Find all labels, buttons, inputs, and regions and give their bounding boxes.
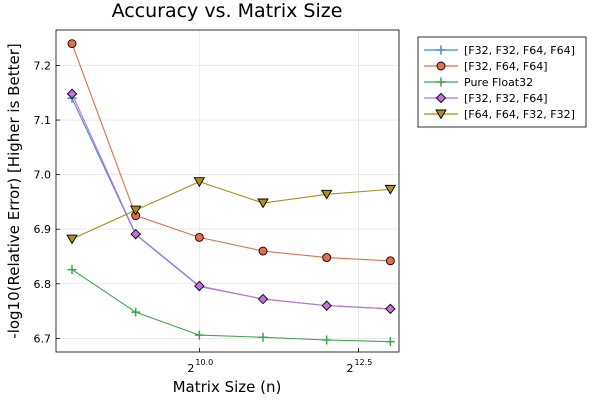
y-axis-label: -log10(Relative Error) [Higher is Better… <box>5 43 23 338</box>
series-line <box>71 181 391 240</box>
data-point <box>385 256 395 266</box>
y-tick-label: 7.1 <box>34 114 52 127</box>
y-tick-label: 7.2 <box>34 59 52 72</box>
legend-entry-label: Pure Float32 <box>464 76 533 89</box>
data-point <box>322 335 332 345</box>
data-point <box>194 330 204 340</box>
data-point <box>257 293 269 305</box>
data-point <box>129 205 142 216</box>
legend: [F32, F32, F64, F64] [F32, F64, F64] Pure … <box>417 36 587 128</box>
y-tick-label: 6.8 <box>34 278 52 291</box>
chart-title: Accuracy vs. Matrix Size <box>112 0 343 22</box>
data-point <box>385 303 396 315</box>
series-2 <box>67 265 395 347</box>
x-tick-base: 2 <box>187 362 194 375</box>
y-tick-label: 6.9 <box>34 223 52 236</box>
legend-swatch-marker <box>436 61 446 71</box>
data-point <box>194 280 205 292</box>
series-group <box>66 39 397 347</box>
data-point <box>130 228 141 240</box>
legend-swatch-marker <box>435 92 447 104</box>
grid <box>56 30 399 352</box>
data-point <box>193 177 206 188</box>
data-point <box>320 189 333 200</box>
series-4 <box>66 177 397 245</box>
series-line <box>71 97 391 310</box>
series-line <box>71 269 391 343</box>
series-line <box>71 43 391 262</box>
x-tick-exponent: 12.5 <box>355 358 373 367</box>
x-tick-exponent: 10.0 <box>195 358 213 367</box>
data-point <box>385 337 395 347</box>
data-point <box>131 307 141 317</box>
y-ticks: 6.7 6.8 6.9 7.0 7.1 7.2 <box>34 59 60 345</box>
series-1 <box>67 39 395 266</box>
plot-frame <box>55 29 400 353</box>
x-axis-label: Matrix Size (n) <box>173 378 282 396</box>
data-point <box>384 184 397 195</box>
series-0 <box>67 93 395 314</box>
data-point <box>258 246 268 256</box>
data-point <box>257 198 269 209</box>
legend-entry-label: [F32, F64, F64] <box>464 60 548 73</box>
legend-entry-label: [F64, F64, F32, F32] <box>464 108 575 121</box>
data-point <box>67 265 77 275</box>
data-point <box>321 300 332 311</box>
data-point <box>66 234 78 245</box>
data-point <box>322 253 332 263</box>
y-tick-label: 7.0 <box>34 169 52 182</box>
x-tick-base: 2 <box>347 362 354 375</box>
data-point <box>258 332 268 342</box>
x-ticks: 2 10.0 2 12.5 <box>187 348 372 375</box>
data-point <box>66 88 78 100</box>
data-point <box>67 39 77 49</box>
y-tick-label: 6.7 <box>34 332 52 345</box>
legend-swatch-marker <box>436 45 446 55</box>
series-line <box>71 93 391 310</box>
data-point <box>194 232 204 242</box>
legend-entry-label: [F32, F32, F64, F64] <box>464 44 575 57</box>
legend-swatch-marker <box>435 109 447 120</box>
legend-swatch-marker <box>436 77 446 87</box>
legend-entry-label: [F32, F32, F64] <box>464 92 548 105</box>
series-3 <box>66 88 396 315</box>
